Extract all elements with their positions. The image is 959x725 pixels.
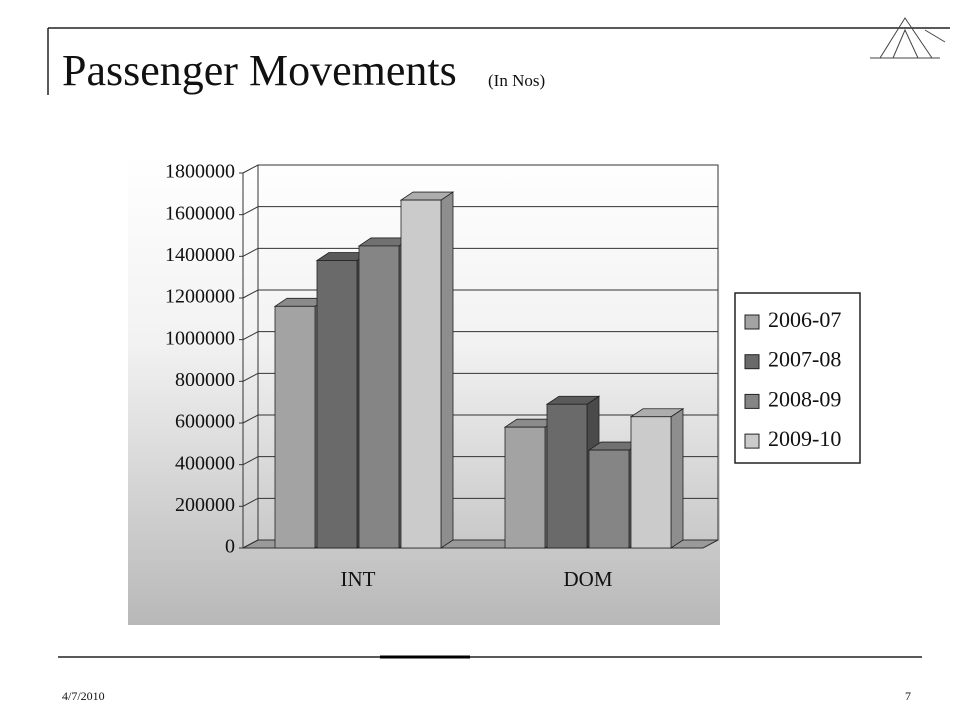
legend-label: 2008-09 (768, 386, 841, 411)
bar-side (440, 191, 454, 549)
grid-line (242, 164, 718, 174)
grid-line (242, 206, 718, 216)
bar (358, 245, 400, 549)
y-tick-label: 800000 (175, 369, 235, 391)
slide-title-note: (In Nos) (488, 71, 545, 90)
bar (400, 199, 442, 549)
bar (504, 426, 546, 549)
footer-date: 4/7/2010 (62, 689, 105, 703)
logo (870, 17, 946, 59)
y-tick-label: 400000 (175, 452, 235, 474)
y-tick-label: 600000 (175, 411, 235, 433)
bar (316, 260, 358, 549)
bar (546, 403, 588, 549)
y-tick-label: 1600000 (165, 202, 235, 224)
y-tick-label: 1200000 (165, 286, 235, 308)
legend-label: 2006-07 (768, 307, 841, 332)
y-tick-label: 0 (225, 536, 235, 558)
bar-side (670, 408, 684, 549)
y-tick-label: 200000 (175, 494, 235, 516)
bar (588, 449, 630, 549)
page-number: 7 (905, 689, 911, 703)
legend-label: 2007-08 (768, 347, 841, 372)
slide-title: Passenger Movements (62, 46, 457, 95)
x-tick-label: INT (341, 567, 376, 591)
grid-line (242, 372, 718, 382)
y-tick-label: 1800000 (165, 161, 235, 183)
y-tick-label: 1000000 (165, 327, 235, 349)
legend-swatch (744, 393, 760, 409)
legend-swatch (744, 354, 760, 370)
grid-line (242, 331, 718, 341)
y-tick-label: 1400000 (165, 244, 235, 266)
legend-swatch (744, 433, 760, 449)
legend-swatch (744, 314, 760, 330)
grid-line (242, 289, 718, 299)
grid-line (242, 247, 718, 257)
bar (630, 416, 672, 549)
legend-label: 2009-10 (768, 426, 841, 451)
bar (274, 305, 316, 549)
x-tick-label: DOM (563, 567, 612, 591)
